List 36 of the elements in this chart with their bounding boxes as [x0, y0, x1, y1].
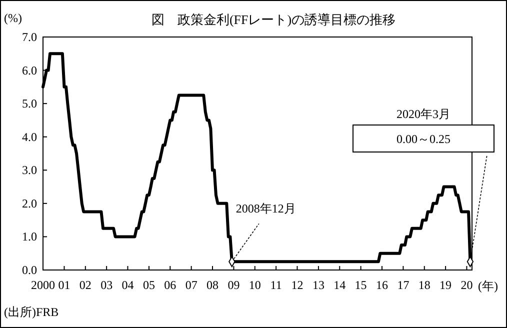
x-tick-label: 04: [122, 278, 134, 292]
y-axis-title: (%): [4, 11, 22, 25]
x-tick-label: 02: [79, 278, 92, 292]
y-tick-label: 0.0: [22, 263, 37, 277]
y-tick-label: 1.0: [22, 230, 37, 244]
text: (出所)FRB: [4, 305, 59, 319]
x-tick-label: 10: [248, 278, 261, 292]
x-tick-label: 03: [100, 278, 113, 292]
x-tick-label: 11: [270, 278, 282, 292]
x-tick-label: 09: [228, 278, 240, 292]
y-tick-label: 7.0: [22, 30, 37, 44]
x-tick-label: 13: [312, 278, 324, 292]
x-tick-label: 20: [460, 278, 473, 292]
chart-title: 図 政策金利(FFレート)の誘導目標の推移: [151, 12, 396, 27]
x-tick-label: 2000: [31, 278, 55, 292]
x-tick-label: 16: [376, 278, 388, 292]
y-tick-label: 2.0: [22, 196, 37, 210]
x-tick-label: 18: [418, 278, 430, 292]
y-tick-label: 4.0: [22, 130, 37, 144]
y-tick-label: 3.0: [22, 163, 37, 178]
x-tick-label: 01: [58, 278, 70, 292]
x-tick-label: 07: [185, 278, 198, 292]
x-tick-label: 17: [397, 278, 410, 292]
x-tick-label: 05: [142, 278, 155, 292]
x-tick-label: 19: [440, 278, 452, 292]
x-axis-title: (年): [478, 279, 498, 293]
annotation: 0.00～0.25: [396, 132, 450, 146]
annotation: 2008年12月: [236, 202, 296, 216]
annotation: 2020年3月: [396, 107, 450, 121]
x-tick-label: 14: [334, 278, 346, 292]
x-tick-label: 08: [206, 278, 218, 292]
y-tick-label: 5.0: [22, 96, 37, 111]
x-tick-label: 12: [291, 278, 304, 292]
y-tick-label: 6.0: [22, 63, 37, 78]
x-tick-label: 15: [354, 278, 367, 292]
x-tick-label: 06: [164, 278, 176, 292]
